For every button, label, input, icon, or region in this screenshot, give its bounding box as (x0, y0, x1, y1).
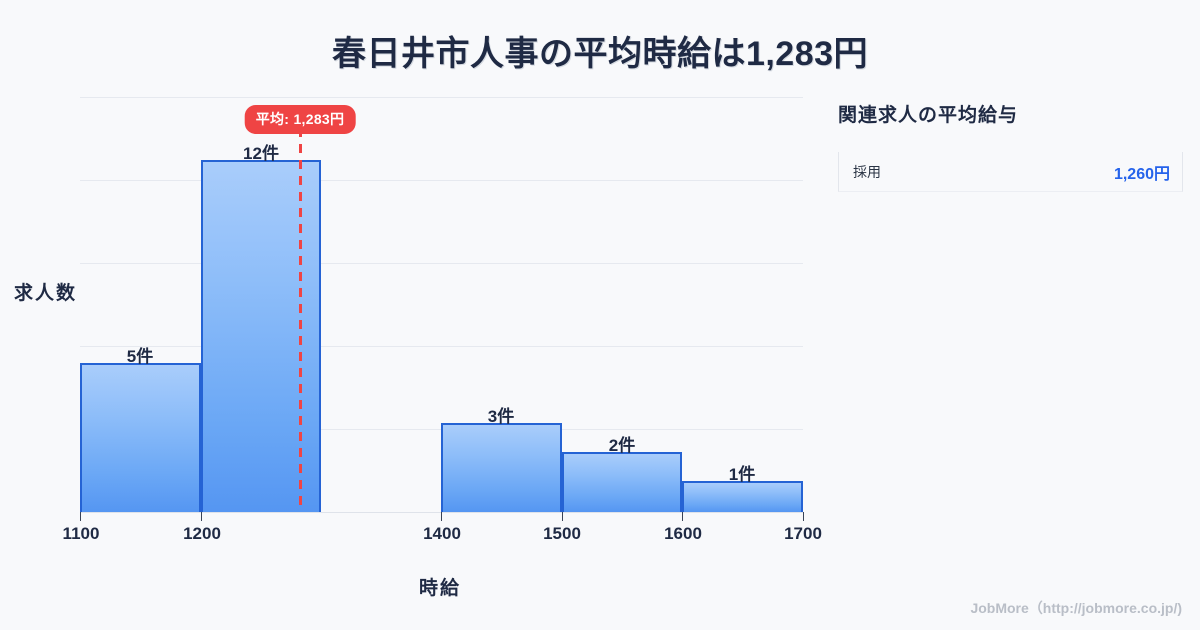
x-tick-label-1500: 1500 (543, 524, 581, 543)
bar-1100[interactable] (80, 363, 201, 512)
average-line (299, 128, 302, 512)
x-axis-title: 時給 (418, 578, 461, 599)
page-title: 春日井市人事の平均時給は1,283円 (331, 35, 869, 73)
related-salary-title: 関連求人の平均給与 (838, 105, 1019, 126)
x-tick (562, 512, 563, 521)
gridline (80, 346, 803, 347)
bar-1400[interactable] (441, 423, 562, 512)
x-tick (803, 512, 804, 521)
x-tick (201, 512, 202, 521)
bar-label-1600: 1件 (728, 465, 756, 484)
salary-row[interactable]: 採用 1,260円 (838, 152, 1183, 192)
gridline (80, 97, 803, 98)
x-tick-label-1700: 1700 (784, 524, 822, 543)
x-tick (441, 512, 442, 521)
histogram-chart: 5件 12件 3件 2件 1件 1100 1200 1400 1500 1600… (14, 97, 822, 599)
bar-label-1100: 5件 (126, 347, 154, 366)
salary-row-value: 1,260円 (1113, 165, 1170, 183)
bar-1200[interactable] (201, 160, 321, 512)
salary-row-label: 採用 (853, 163, 881, 180)
plot-area (80, 97, 803, 512)
average-badge: 平均: 1,283円 (244, 105, 356, 134)
gridline (80, 263, 803, 264)
x-tick (682, 512, 683, 521)
x-tick-label-1600: 1600 (664, 524, 702, 543)
gridline (80, 180, 803, 181)
x-tick-label-1100: 1100 (62, 524, 100, 543)
related-salary-panel: 関連求人の平均給与 採用 1,260円 (838, 100, 1183, 192)
footer-watermark: JobMore（http://jobmore.co.jp/) (970, 600, 1182, 616)
bar-label-1500: 2件 (608, 436, 636, 455)
x-tick-label-1200: 1200 (183, 524, 221, 543)
bar-1600[interactable] (682, 481, 803, 512)
bar-label-1400: 3件 (487, 407, 515, 426)
x-tick (80, 512, 81, 521)
bar-1500[interactable] (562, 452, 682, 512)
bar-label-1200: 12件 (243, 144, 279, 163)
y-axis-title: 求人数 (14, 283, 78, 304)
x-tick-label-1400: 1400 (423, 524, 461, 543)
